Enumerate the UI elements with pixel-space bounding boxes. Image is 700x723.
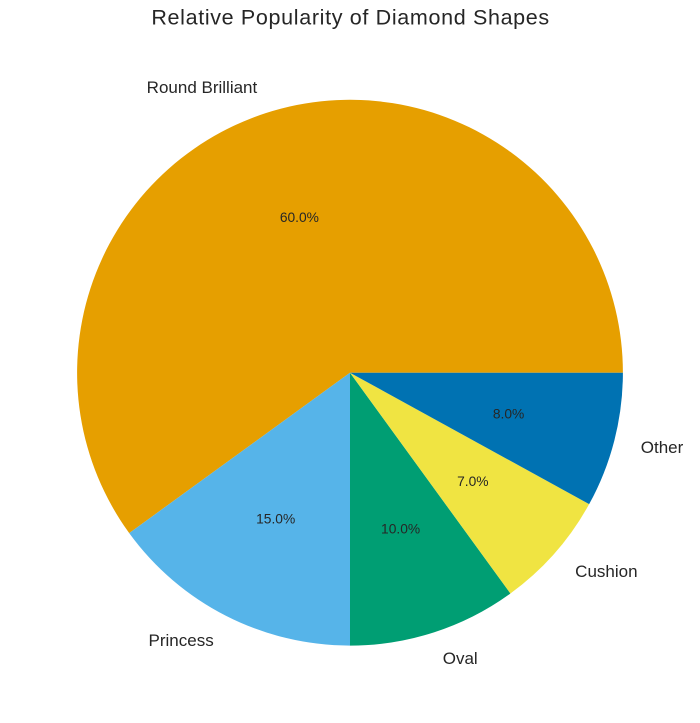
svg-text:Other: Other [641,438,684,457]
svg-text:7.0%: 7.0% [457,474,488,489]
svg-text:Cushion: Cushion [575,562,637,581]
svg-text:Princess: Princess [149,631,214,650]
svg-text:10.0%: 10.0% [381,521,420,536]
svg-text:8.0%: 8.0% [493,406,524,421]
svg-text:Relative Popularity of Diamond: Relative Popularity of Diamond Shapes [151,5,550,29]
svg-text:Oval: Oval [443,649,478,668]
svg-text:60.0%: 60.0% [280,210,319,225]
svg-text:15.0%: 15.0% [256,511,295,526]
svg-text:Round Brilliant: Round Brilliant [147,78,258,97]
